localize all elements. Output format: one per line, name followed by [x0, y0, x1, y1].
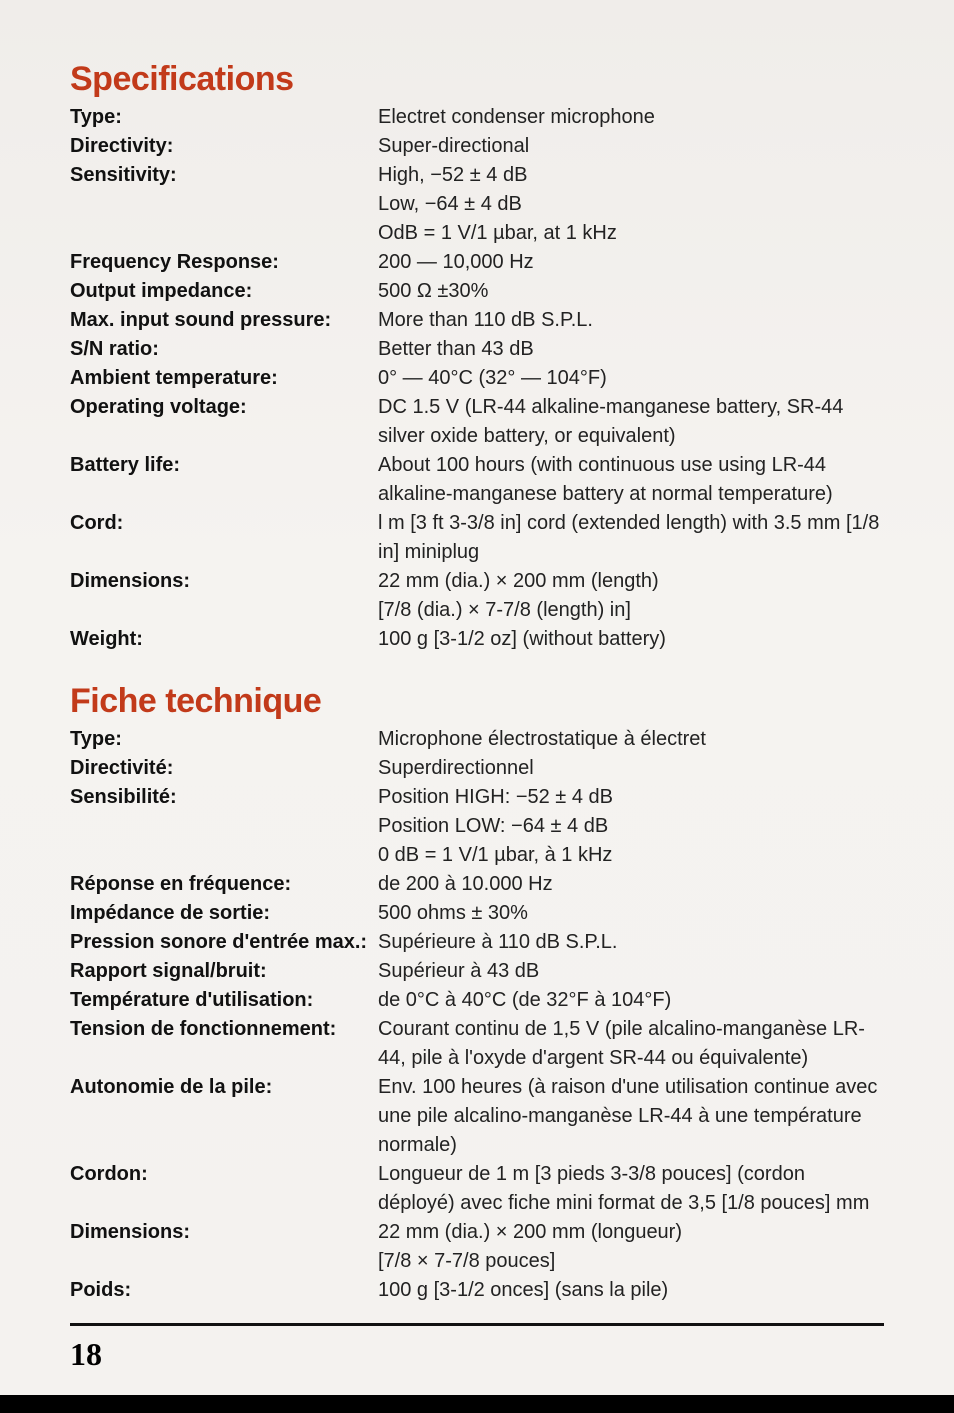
spec-label: Directivité: [70, 754, 378, 783]
spec-value: More than 110 dB S.P.L. [378, 306, 884, 335]
spec-value: Microphone électrostatique à électret [378, 725, 884, 754]
spec-label: Tension de fonctionnement: [70, 1015, 378, 1044]
spec-value: Supérieur à 43 dB [378, 957, 884, 986]
spec-label: Battery life: [70, 451, 378, 480]
spec-row: Output impedance: 500 Ω ±30% [70, 277, 884, 306]
spec-row: Max. input sound pressure: More than 110… [70, 306, 884, 335]
spec-label: Impédance de sortie: [70, 899, 378, 928]
spec-value: About 100 hours (with continuous use usi… [378, 451, 884, 509]
spec-value: l m [3 ft 3-3/8 in] cord (extended lengt… [378, 509, 884, 567]
horizontal-rule [70, 1323, 884, 1326]
page: Specifications Type: Electret condenser … [0, 0, 954, 1413]
spec-row: Directivity: Super-directional [70, 132, 884, 161]
spec-row: Rapport signal/bruit: Supérieur à 43 dB [70, 957, 884, 986]
spec-label: Cord: [70, 509, 378, 538]
spec-row: Battery life: About 100 hours (with cont… [70, 451, 884, 509]
spec-value: 22 mm (dia.) × 200 mm (length) [7/8 (dia… [378, 567, 884, 625]
spec-row: Dimensions: 22 mm (dia.) × 200 mm (lengt… [70, 567, 884, 625]
spec-label: Weight: [70, 625, 378, 654]
spec-value: Electret condenser microphone [378, 103, 884, 132]
spec-list-fr: Type: Microphone électrostatique à élect… [70, 725, 884, 1305]
spec-value: de 0°C à 40°C (de 32°F à 104°F) [378, 986, 884, 1015]
spec-row: Ambient temperature: 0° — 40°C (32° — 10… [70, 364, 884, 393]
spec-value: de 200 à 10.000 Hz [378, 870, 884, 899]
spec-row: Température d'utilisation: de 0°C à 40°C… [70, 986, 884, 1015]
spec-row: Sensitivity: High, −52 ± 4 dB Low, −64 ±… [70, 161, 884, 248]
spec-row: Dimensions: 22 mm (dia.) × 200 mm (longu… [70, 1218, 884, 1276]
spec-value: Courant continu de 1,5 V (pile alcalino-… [378, 1015, 884, 1073]
spec-label: Output impedance: [70, 277, 378, 306]
spec-label: S/N ratio: [70, 335, 378, 364]
spec-value: Better than 43 dB [378, 335, 884, 364]
spec-row: Frequency Response: 200 — 10,000 Hz [70, 248, 884, 277]
section-title-specifications: Specifications [70, 60, 884, 99]
spec-row: Cordon: Longueur de 1 m [3 pieds 3-3/8 p… [70, 1160, 884, 1218]
spec-row: Directivité: Superdirectionnel [70, 754, 884, 783]
spec-label: Poids: [70, 1276, 378, 1305]
spec-label: Sensitivity: [70, 161, 378, 190]
spec-label: Autonomie de la pile: [70, 1073, 378, 1102]
spec-row: Sensibilité: Position HIGH: −52 ± 4 dB P… [70, 783, 884, 870]
spec-list-en: Type: Electret condenser microphone Dire… [70, 103, 884, 654]
spec-value: Env. 100 heures (à raison d'une utilisat… [378, 1073, 884, 1160]
spec-label: Dimensions: [70, 1218, 378, 1247]
spec-label: Operating voltage: [70, 393, 378, 422]
spec-row: Pression sonore d'entrée max.: Supérieur… [70, 928, 884, 957]
spec-value: Position HIGH: −52 ± 4 dB Position LOW: … [378, 783, 884, 870]
section-title-fiche-technique: Fiche technique [70, 682, 884, 721]
spec-row: Type: Electret condenser microphone [70, 103, 884, 132]
spec-label: Type: [70, 725, 378, 754]
spec-label: Directivity: [70, 132, 378, 161]
spec-row: Operating voltage: DC 1.5 V (LR-44 alkal… [70, 393, 884, 451]
spec-label: Dimensions: [70, 567, 378, 596]
spec-row: Cord: l m [3 ft 3-3/8 in] cord (extended… [70, 509, 884, 567]
spec-row: Weight: 100 g [3-1/2 oz] (without batter… [70, 625, 884, 654]
spec-value: 100 g [3-1/2 oz] (without battery) [378, 625, 884, 654]
spec-row: S/N ratio: Better than 43 dB [70, 335, 884, 364]
spec-value: Super-directional [378, 132, 884, 161]
spec-value: 500 Ω ±30% [378, 277, 884, 306]
footer-black-bar [0, 1395, 954, 1413]
page-number: 18 [70, 1336, 884, 1373]
spec-label: Cordon: [70, 1160, 378, 1189]
spec-label: Max. input sound pressure: [70, 306, 378, 335]
spec-row: Type: Microphone électrostatique à élect… [70, 725, 884, 754]
spec-label: Sensibilité: [70, 783, 378, 812]
spec-value: 500 ohms ± 30% [378, 899, 884, 928]
spec-label: Ambient temperature: [70, 364, 378, 393]
spec-value: Superdirectionnel [378, 754, 884, 783]
spec-value: DC 1.5 V (LR-44 alkaline-manganese batte… [378, 393, 884, 451]
spec-label: Type: [70, 103, 378, 132]
spec-value: Longueur de 1 m [3 pieds 3-3/8 pouces] (… [378, 1160, 884, 1218]
spec-label: Frequency Response: [70, 248, 378, 277]
spec-label: Pression sonore d'entrée max.: [70, 928, 378, 957]
spec-value: Supérieure à 110 dB S.P.L. [378, 928, 884, 957]
spec-label: Rapport signal/bruit: [70, 957, 378, 986]
spec-value: 22 mm (dia.) × 200 mm (longueur) [7/8 × … [378, 1218, 884, 1276]
spec-value: High, −52 ± 4 dB Low, −64 ± 4 dB OdB = 1… [378, 161, 884, 248]
spec-value: 100 g [3-1/2 onces] (sans la pile) [378, 1276, 884, 1305]
spec-row: Réponse en fréquence: de 200 à 10.000 Hz [70, 870, 884, 899]
spec-row: Autonomie de la pile: Env. 100 heures (à… [70, 1073, 884, 1160]
spec-row: Tension de fonctionnement: Courant conti… [70, 1015, 884, 1073]
spec-label: Température d'utilisation: [70, 986, 378, 1015]
spec-row: Poids: 100 g [3-1/2 onces] (sans la pile… [70, 1276, 884, 1305]
spec-label: Réponse en fréquence: [70, 870, 378, 899]
spec-value: 200 — 10,000 Hz [378, 248, 884, 277]
spec-row: Impédance de sortie: 500 ohms ± 30% [70, 899, 884, 928]
spec-value: 0° — 40°C (32° — 104°F) [378, 364, 884, 393]
